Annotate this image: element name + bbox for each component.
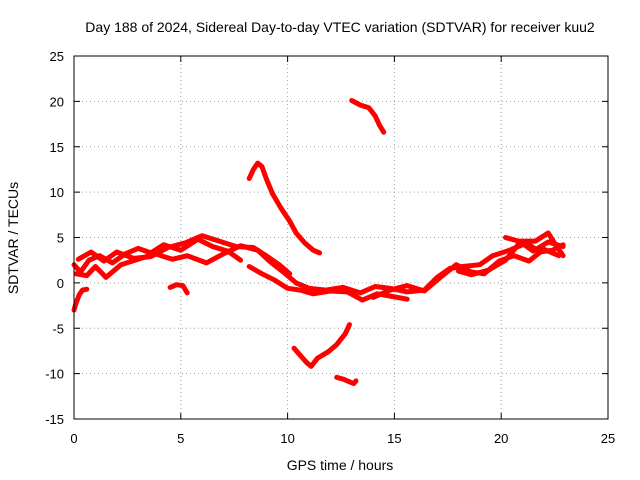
x-tick-label: 0 [70,431,77,446]
x-tick-label: 25 [601,431,615,446]
y-tick-label: 15 [50,140,64,155]
series-group [71,98,566,387]
x-tick-label: 15 [387,431,401,446]
series-line-arc-9 [167,282,190,296]
x-tick-label: 10 [280,431,294,446]
series-line-arc-6 [456,239,566,278]
series-line-arc-12 [291,322,352,369]
series-line-arc-8 [71,286,90,313]
chart-title: Day 188 of 2024, Sidereal Day-to-day VTE… [85,19,595,35]
series-line-arc-5 [370,246,562,300]
series-line-arc-3 [75,233,293,277]
y-tick-label: -10 [45,367,64,382]
plot-frame [73,55,609,420]
y-tick-label: 0 [57,276,64,291]
series-line-arc-7 [503,230,566,259]
x-tick-label: 20 [494,431,508,446]
series-line-arc-10 [246,160,323,256]
y-tick-label: 25 [50,49,64,64]
series-line-arc-1 [71,236,244,275]
x-tick-label: 5 [177,431,184,446]
grid [74,56,608,419]
y-tick-label: -5 [52,321,64,336]
y-tick-label: -15 [45,412,64,427]
y-tick-label: 20 [50,94,64,109]
series-line-arc-11 [349,98,387,135]
x-axis-label: GPS time / hours [287,457,394,473]
y-tick-label: 5 [57,231,64,246]
y-tick-label: 10 [50,185,64,200]
series-line-arc-13 [334,374,359,387]
y-axis-label: SDTVAR / TECUs [5,182,21,294]
